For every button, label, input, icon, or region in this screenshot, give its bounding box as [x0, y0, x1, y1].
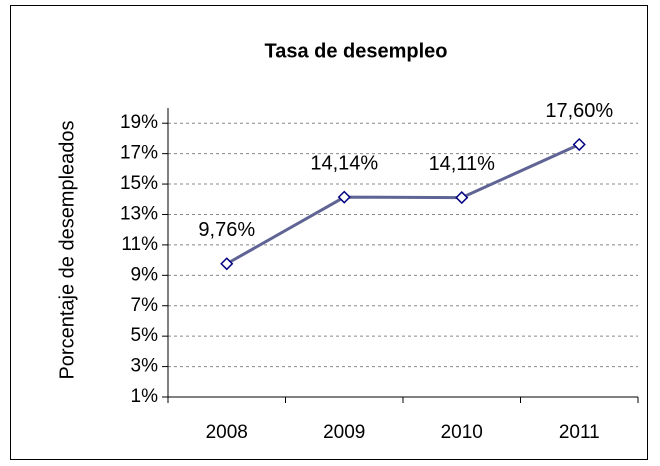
y-tick-label: 3% — [131, 356, 159, 377]
y-tick-label: 17% — [120, 143, 158, 164]
chart-border — [10, 5, 648, 460]
x-tick-label: 2008 — [206, 422, 248, 443]
marker — [572, 137, 586, 152]
y-tick-label: 7% — [131, 295, 159, 316]
x-tick-label: 2011 — [559, 422, 600, 443]
y-tick-label: 15% — [120, 173, 158, 194]
marker — [220, 257, 234, 271]
y-tick-label: 1% — [131, 386, 159, 407]
y-tick-label: 19% — [120, 112, 158, 133]
marker — [337, 190, 351, 204]
data-label: 14,14% — [310, 152, 378, 174]
y-tick-label: 11% — [121, 234, 158, 255]
y-tick-label: 13% — [120, 203, 158, 224]
y-tick-label: 5% — [131, 325, 159, 346]
data-label: 14,11% — [429, 153, 496, 175]
x-tick-label: 2010 — [441, 422, 483, 443]
data-label: 17,60% — [545, 100, 613, 122]
y-axis-label: Porcentaje de desempleados — [56, 120, 78, 379]
line — [226, 143, 580, 266]
data-label: 9,76% — [198, 219, 255, 241]
chart-title: Tasa de desempleo — [264, 40, 447, 62]
marker — [455, 191, 469, 205]
x-tick-label: 2009 — [323, 422, 365, 443]
y-tick-label: 9% — [131, 264, 159, 285]
